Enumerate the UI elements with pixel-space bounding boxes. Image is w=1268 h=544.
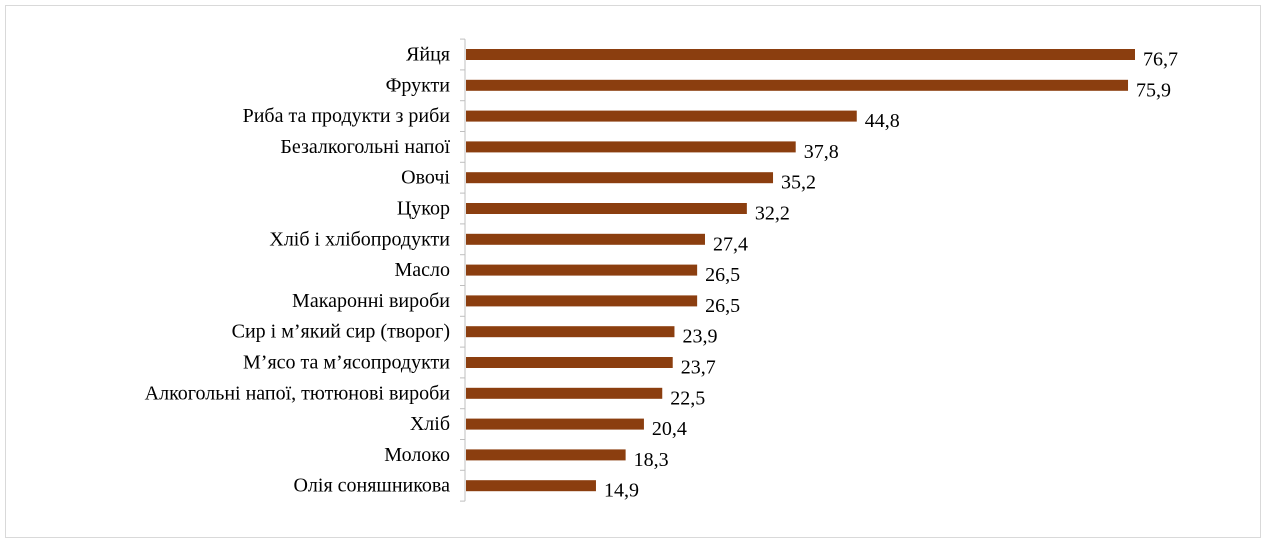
category-label: Цукор xyxy=(397,198,450,220)
category-label: Хліб і хлібопродукти xyxy=(269,228,450,250)
bar xyxy=(466,418,644,430)
chart-frame: Яйця Фрукти Риба та продукти з риби Безалко… xyxy=(5,5,1261,538)
bar xyxy=(466,79,1129,91)
data-label: 27,4 xyxy=(713,233,748,255)
data-label: 20,4 xyxy=(652,418,687,440)
data-label: 23,7 xyxy=(681,357,716,379)
bar xyxy=(466,480,596,492)
data-label: 18,3 xyxy=(634,449,669,471)
bar-chart: Яйця Фрукти Риба та продукти з риби Безалко… xyxy=(145,38,1178,502)
bar xyxy=(466,387,663,399)
data-label: 32,2 xyxy=(755,203,790,225)
data-label: 14,9 xyxy=(604,480,639,502)
category-label: Риба та продукти з риби xyxy=(243,105,451,127)
category-label: Фрукти xyxy=(386,74,451,96)
data-label: 75,9 xyxy=(1136,79,1171,101)
bar xyxy=(466,172,774,184)
bar xyxy=(466,203,747,214)
category-label: Алкогольні напої, тютюнові вироби xyxy=(145,382,451,404)
category-label: Яйця xyxy=(406,44,450,66)
data-label: 26,5 xyxy=(705,264,740,286)
bars-group xyxy=(466,49,1135,492)
value-labels: 76,7 75,9 44,8 37,8 35,2 32,2 27,4 26,5 26,5 23,9… xyxy=(604,49,1178,502)
bar xyxy=(466,449,626,461)
bar xyxy=(466,233,705,245)
bar xyxy=(466,141,796,153)
category-label: Хліб xyxy=(410,413,450,435)
category-labels: Яйця Фрукти Риба та продукти з риби Безалко… xyxy=(145,44,451,497)
category-label: Масло xyxy=(394,259,450,281)
bar xyxy=(466,110,857,122)
category-label: Безалкогольні напої xyxy=(280,136,450,158)
bar xyxy=(466,264,698,276)
category-label: Макаронні вироби xyxy=(292,290,450,312)
bar xyxy=(466,326,675,338)
category-label: Олія соняшникова xyxy=(293,475,450,497)
data-label: 76,7 xyxy=(1143,49,1178,71)
category-label: М’ясо та м’ясопродукти xyxy=(243,352,450,374)
category-label: Сир і м’який сир (творог) xyxy=(232,321,450,343)
bar xyxy=(466,357,673,368)
category-axis-ticks xyxy=(460,38,465,502)
bar xyxy=(466,295,698,307)
category-label: Молоко xyxy=(384,444,450,466)
category-label: Овочі xyxy=(401,167,450,189)
data-label: 22,5 xyxy=(670,387,705,409)
data-label: 37,8 xyxy=(804,141,839,163)
data-label: 44,8 xyxy=(865,110,900,132)
data-label: 26,5 xyxy=(705,295,740,317)
bar xyxy=(466,49,1135,60)
data-label: 23,9 xyxy=(682,326,717,348)
data-label: 35,2 xyxy=(781,172,816,194)
